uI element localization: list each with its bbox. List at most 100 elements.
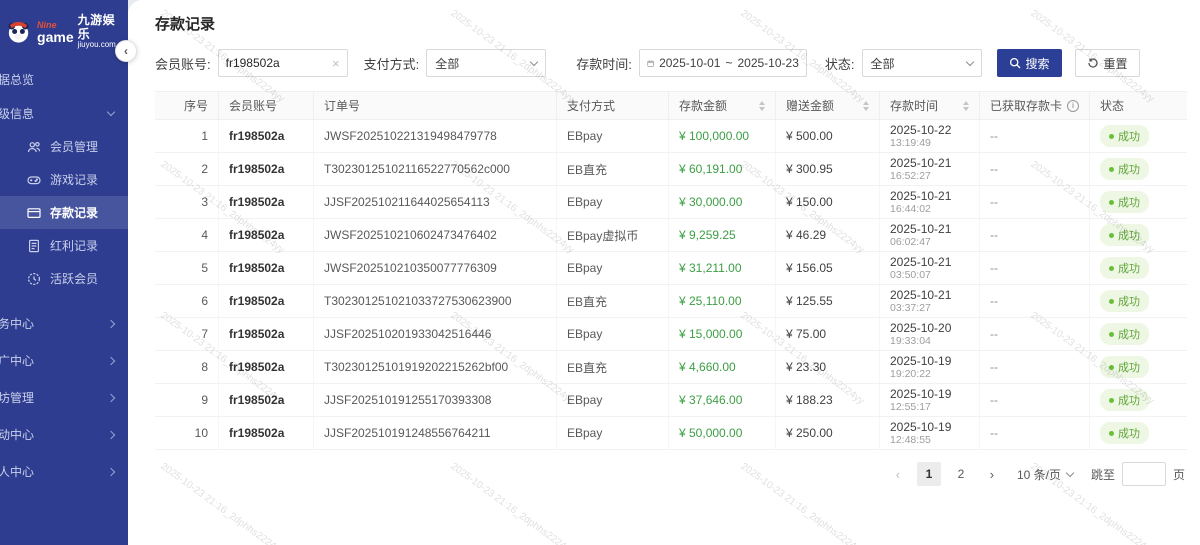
prev-page-button[interactable]: ‹ — [895, 466, 901, 482]
status-badge: 成功 — [1100, 125, 1149, 147]
sidebar-item-bonus-records[interactable]: 红利记录 — [0, 229, 128, 262]
cell-order-number: JJSF202510191248556764211 — [314, 417, 557, 449]
cell-status: 成功 — [1090, 120, 1187, 152]
status-badge: 成功 — [1100, 191, 1149, 213]
table-row: 2 fr198502a T30230125102116522770562c000… — [155, 153, 1187, 186]
sidebar-item-deposit-records[interactable]: 存款记录 — [0, 196, 128, 229]
cell-deposit-card: -- — [980, 120, 1090, 152]
cell-deposit-time: 2025-10-22 13:19:49 — [880, 120, 980, 152]
sidebar-group-promotion-center[interactable]: 广中心 — [0, 342, 128, 379]
chevron-right-icon — [106, 430, 116, 439]
table-header: 序号 会员账号 订单号 支付方式 存款金额 赠送金额 存款时间 已获取存款卡 i… — [155, 92, 1187, 120]
table-row: 10 fr198502a JJSF202510191248556764211 E… — [155, 417, 1187, 450]
cell-status: 成功 — [1090, 417, 1187, 449]
sidebar-collapse-button[interactable]: ‹ — [115, 40, 137, 62]
sidebar-group-finance-center[interactable]: 务中心 — [0, 305, 128, 342]
cell-deposit-time: 2025-10-21 03:50:07 — [880, 252, 980, 284]
date-range-picker[interactable]: 2025-10-01 ~ 2025-10-23 — [638, 49, 807, 77]
clear-icon[interactable]: × — [332, 55, 340, 71]
sidebar-group-activity-center[interactable]: 动中心 — [0, 416, 128, 453]
cell-deposit-time: 2025-10-21 16:44:02 — [880, 186, 980, 218]
cell-deposit-card: -- — [980, 285, 1090, 317]
cell-bonus-amount: ¥ 150.00 — [776, 186, 880, 218]
cell-payment-method: EBpay — [557, 384, 669, 416]
cell-deposit-amount: ¥ 100,000.00 — [669, 120, 776, 152]
cell-deposit-amount: ¥ 37,646.00 — [669, 384, 776, 416]
status-dot-icon — [1109, 397, 1114, 403]
cell-deposit-time: 2025-10-19 12:48:55 — [880, 417, 980, 449]
cell-status: 成功 — [1090, 153, 1187, 185]
cell-status: 成功 — [1090, 318, 1187, 350]
sidebar-group-personal-center[interactable]: 人中心 — [0, 453, 128, 490]
cell-index: 5 — [155, 252, 219, 284]
cell-bonus-amount: ¥ 188.23 — [776, 384, 880, 416]
cell-order-number: JWSF202510221319498479778 — [314, 120, 557, 152]
status-badge: 成功 — [1100, 323, 1149, 345]
status-select[interactable]: 全部 — [861, 49, 982, 77]
table-row: 9 fr198502a JJSF202510191255170393308 EB… — [155, 384, 1187, 417]
col-index: 序号 — [155, 92, 219, 119]
payment-select[interactable]: 全部 — [426, 49, 547, 77]
sidebar-item-member-management[interactable]: 会员管理 — [0, 130, 128, 163]
gamepad-icon — [27, 175, 41, 184]
cell-bonus-amount: ¥ 250.00 — [776, 417, 880, 449]
cell-status: 成功 — [1090, 186, 1187, 218]
sidebar-item-active-members[interactable]: 活跃会员 — [0, 262, 128, 295]
cell-account: fr198502a — [219, 186, 314, 218]
cell-deposit-time: 2025-10-20 19:33:04 — [880, 318, 980, 350]
sidebar-item-overview[interactable]: 据总览 — [0, 72, 35, 87]
users-icon — [27, 141, 41, 152]
col-payment: 支付方式 — [557, 92, 669, 119]
page-size-select[interactable]: 10 条/页 — [1017, 466, 1075, 483]
account-input[interactable] — [225, 56, 329, 70]
card-icon — [27, 207, 41, 218]
page-button-2[interactable]: 2 — [957, 467, 965, 481]
cell-deposit-time: 2025-10-21 06:02:47 — [880, 219, 980, 251]
cell-deposit-time: 2025-10-19 12:55:17 — [880, 384, 980, 416]
date-separator: ~ — [725, 56, 733, 70]
status-badge: 成功 — [1100, 158, 1149, 180]
table-row: 5 fr198502a JWSF202510210350077776309 EB… — [155, 252, 1187, 285]
cell-deposit-card: -- — [980, 318, 1090, 350]
jump-page-input[interactable] — [1121, 462, 1166, 486]
status-badge: 成功 — [1100, 290, 1149, 312]
cell-bonus-amount: ¥ 156.05 — [776, 252, 880, 284]
cell-account: fr198502a — [219, 285, 314, 317]
cell-status: 成功 — [1090, 351, 1187, 383]
refresh-icon — [1087, 58, 1098, 68]
cell-index: 10 — [155, 417, 219, 449]
chevron-right-icon — [106, 319, 116, 328]
status-badge: 成功 — [1100, 389, 1149, 411]
next-page-button[interactable]: › — [989, 466, 995, 482]
sort-icon[interactable] — [759, 100, 765, 111]
col-status: 状态 — [1100, 99, 1125, 113]
cell-deposit-amount: ¥ 25,110.00 — [669, 285, 776, 317]
sort-icon[interactable] — [863, 100, 869, 111]
calendar-icon — [647, 59, 654, 67]
logo-mascot-icon — [8, 21, 29, 43]
cell-bonus-amount: ¥ 500.00 — [776, 120, 880, 152]
col-bonus: 赠送金额 — [776, 92, 880, 119]
sidebar-item-game-records[interactable]: 游戏记录 — [0, 163, 128, 196]
chevron-down-icon — [965, 57, 974, 66]
sidebar-group-venue-management[interactable]: 坊管理 — [0, 379, 128, 416]
cell-status: 成功 — [1090, 219, 1187, 251]
sidebar: Nine game 九游娱乐 jiuyou.com 据总览 级信息 会员管理 游… — [0, 0, 128, 545]
info-icon[interactable]: i — [1067, 99, 1079, 112]
app-logo[interactable]: Nine game 九游娱乐 jiuyou.com — [0, 0, 128, 62]
col-deposit-card: 已获取存款卡 i — [980, 92, 1090, 119]
chevron-right-icon — [106, 356, 116, 365]
filter-bar: 会员账号: × 支付方式: 全部 存款时间: 2025-10-01 ~ 2025… — [155, 49, 1187, 77]
sidebar-item-level-info[interactable]: 级信息 — [0, 96, 128, 130]
cell-payment-method: EBpay虚拟币 — [557, 219, 669, 251]
cell-deposit-amount: ¥ 31,211.00 — [669, 252, 776, 284]
table-row: 1 fr198502a JWSF202510221319498479778 EB… — [155, 120, 1187, 153]
page-button-1[interactable]: 1 — [916, 462, 941, 486]
search-button[interactable]: 搜索 — [996, 49, 1062, 77]
reset-button[interactable]: 重置 — [1074, 49, 1140, 77]
chevron-down-icon — [1065, 468, 1075, 477]
cell-index: 4 — [155, 219, 219, 251]
cell-deposit-time: 2025-10-21 16:52:27 — [880, 153, 980, 185]
sort-icon[interactable] — [963, 100, 969, 111]
cell-order-number: JWSF202510210602473476402 — [314, 219, 557, 251]
